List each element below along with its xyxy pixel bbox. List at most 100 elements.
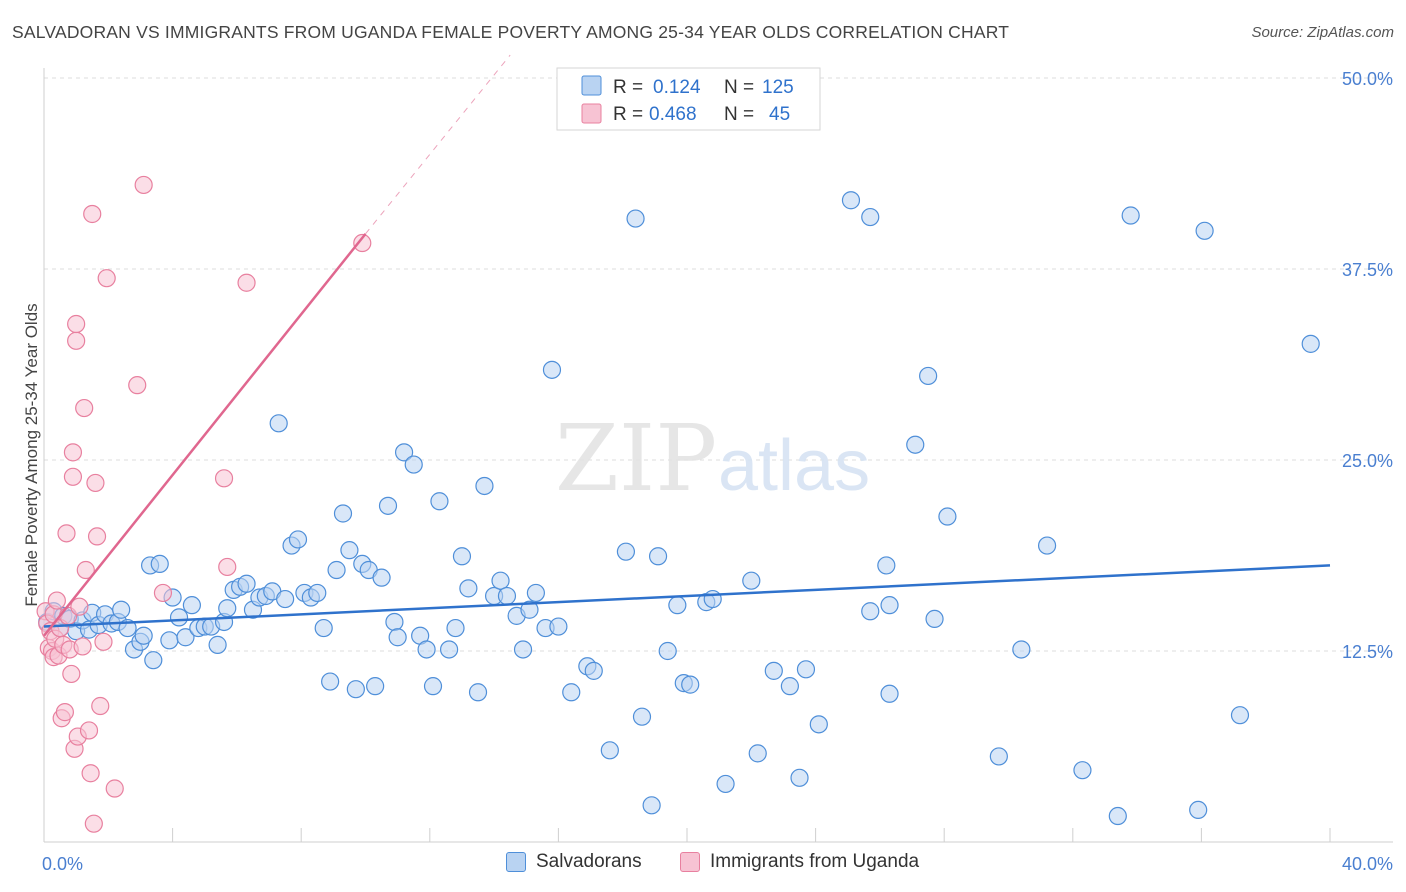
point-salvadorans bbox=[452, 547, 472, 566]
point-salvadorans bbox=[468, 683, 488, 702]
chart-source: Source: ZipAtlas.com bbox=[1251, 24, 1394, 41]
point-salvadorans bbox=[1121, 206, 1140, 225]
point-salvadorans bbox=[584, 661, 603, 680]
point-uganda bbox=[75, 398, 94, 418]
legend-r-label-pink: R = bbox=[613, 104, 643, 125]
point-salvadorans bbox=[208, 635, 227, 654]
point-salvadorans bbox=[989, 747, 1008, 766]
point-salvadorans bbox=[1189, 800, 1208, 820]
y-tick-label: 50.0% bbox=[1342, 69, 1393, 89]
trendline-salvadorans bbox=[43, 564, 1331, 628]
point-uganda bbox=[237, 273, 256, 292]
point-uganda bbox=[73, 637, 92, 656]
legend-swatch-salvadorans bbox=[506, 852, 526, 872]
point-salvadorans bbox=[459, 579, 478, 598]
point-salvadorans bbox=[327, 560, 346, 580]
point-salvadorans bbox=[475, 476, 494, 496]
legend-n-label-pink: N = bbox=[724, 104, 754, 125]
watermark-atlas: atlas bbox=[718, 426, 870, 506]
legend-r-value-pink: 0.468 bbox=[649, 104, 697, 125]
point-uganda bbox=[87, 527, 107, 546]
point-salvadorans bbox=[1012, 640, 1031, 659]
point-salvadorans bbox=[549, 617, 568, 636]
point-salvadorans bbox=[288, 530, 308, 549]
x-tick-label-max: 40.0% bbox=[1342, 854, 1393, 874]
legend-r-value-blue: 0.124 bbox=[653, 77, 701, 98]
point-salvadorans bbox=[658, 641, 677, 661]
gridlines bbox=[44, 77, 1393, 652]
point-salvadorans bbox=[150, 554, 169, 574]
point-salvadorans bbox=[632, 707, 652, 726]
point-salvadorans bbox=[218, 599, 237, 618]
point-salvadorans bbox=[880, 596, 899, 615]
point-salvadorans bbox=[809, 715, 828, 734]
point-salvadorans bbox=[642, 796, 661, 815]
point-salvadorans bbox=[385, 612, 404, 632]
x-axis-ticks bbox=[43, 828, 1331, 842]
point-salvadorans bbox=[340, 541, 359, 560]
point-uganda bbox=[97, 269, 116, 288]
point-salvadorans bbox=[430, 492, 449, 511]
point-uganda bbox=[47, 591, 66, 610]
point-uganda bbox=[63, 467, 83, 486]
point-salvadorans bbox=[176, 628, 195, 647]
point-salvadorans bbox=[394, 443, 414, 462]
legend-item-salvadorans: Salvadorans bbox=[506, 851, 642, 873]
point-uganda bbox=[134, 175, 153, 195]
point-salvadorans bbox=[877, 556, 896, 575]
point-salvadorans bbox=[491, 571, 510, 590]
point-uganda bbox=[81, 764, 100, 783]
point-uganda bbox=[94, 632, 113, 651]
point-uganda bbox=[353, 233, 372, 253]
point-uganda bbox=[84, 814, 103, 833]
point-uganda bbox=[63, 443, 83, 462]
point-uganda bbox=[105, 779, 124, 798]
point-salvadorans bbox=[308, 583, 327, 603]
point-salvadorans bbox=[423, 677, 443, 696]
x-tick-label-min: 0.0% bbox=[42, 854, 83, 874]
point-salvadorans bbox=[716, 774, 735, 794]
legend-swatch-pink bbox=[581, 103, 602, 124]
point-salvadorans bbox=[841, 191, 861, 210]
chart-title: SALVADORAN VS IMMIGRANTS FROM UGANDA FEM… bbox=[12, 22, 1010, 42]
series-uganda bbox=[36, 175, 372, 833]
legend-label-uganda: Immigrants from Uganda bbox=[710, 851, 920, 872]
point-salvadorans bbox=[861, 207, 880, 227]
point-uganda bbox=[55, 703, 74, 722]
point-salvadorans bbox=[333, 504, 353, 523]
point-salvadorans bbox=[626, 209, 645, 228]
point-salvadorans bbox=[600, 741, 619, 760]
point-uganda bbox=[67, 331, 86, 350]
point-uganda bbox=[62, 664, 81, 684]
point-salvadorans bbox=[919, 366, 938, 386]
point-salvadorans bbox=[938, 507, 957, 526]
legend-stats: R = 0.124 N = 125 R = 0.468 N = 45 bbox=[556, 67, 821, 131]
point-uganda bbox=[214, 469, 234, 488]
point-salvadorans bbox=[880, 684, 899, 703]
point-salvadorans bbox=[780, 677, 799, 696]
point-salvadorans bbox=[182, 596, 201, 615]
trendline-uganda bbox=[43, 233, 367, 637]
point-salvadorans bbox=[748, 744, 767, 763]
point-salvadorans bbox=[742, 571, 761, 590]
y-tick-labels: 12.5% 25.0% 37.5% 50.0% bbox=[1342, 69, 1393, 662]
point-salvadorans bbox=[276, 589, 295, 609]
watermark-zip: ZIP bbox=[555, 405, 717, 512]
point-salvadorans bbox=[616, 542, 636, 561]
legend-n-value-pink: 45 bbox=[769, 104, 790, 125]
y-tick-label: 25.0% bbox=[1342, 451, 1393, 471]
point-salvadorans bbox=[1037, 536, 1057, 555]
point-salvadorans bbox=[112, 600, 131, 619]
point-salvadorans bbox=[542, 360, 562, 379]
point-salvadorans bbox=[388, 628, 407, 647]
legend-n-label-blue: N = bbox=[724, 77, 754, 98]
point-uganda bbox=[70, 597, 89, 616]
legend-label-salvadorans: Salvadorans bbox=[536, 851, 642, 872]
point-salvadorans bbox=[1195, 221, 1214, 240]
point-salvadorans bbox=[417, 640, 436, 659]
point-salvadorans bbox=[681, 675, 700, 694]
point-salvadorans bbox=[169, 608, 189, 627]
legend-swatch-uganda bbox=[680, 852, 700, 872]
point-salvadorans bbox=[144, 651, 163, 670]
